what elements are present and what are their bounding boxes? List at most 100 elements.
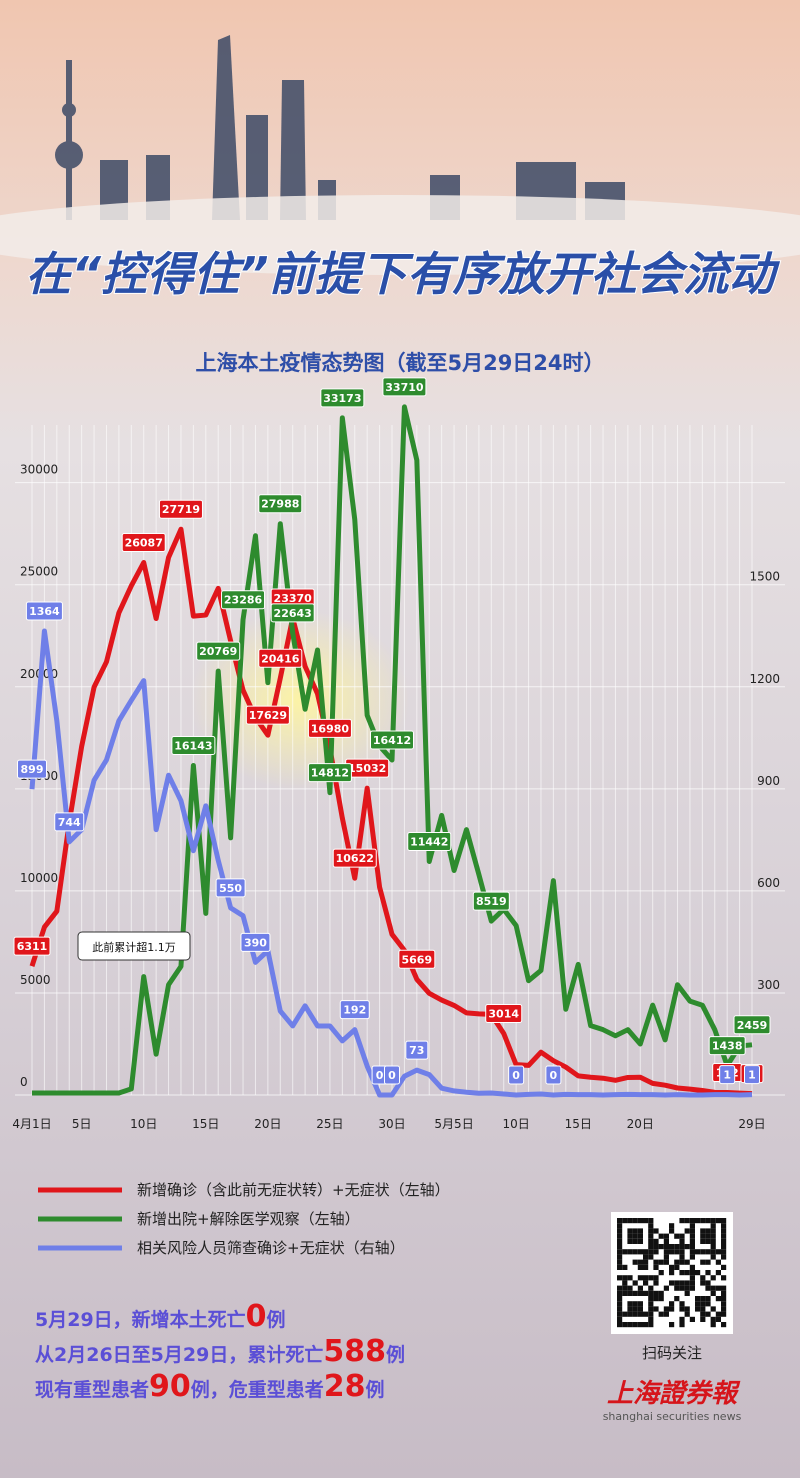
qr-cell — [617, 1218, 623, 1224]
qr-cell — [622, 1249, 628, 1255]
qr-cell — [721, 1275, 727, 1281]
qr-cell — [632, 1218, 638, 1224]
y2-tick-label: 1500 — [749, 570, 780, 584]
qr-cell — [622, 1264, 628, 1270]
label-box — [405, 1040, 429, 1060]
qr-cell — [710, 1316, 716, 1322]
chart-title: 在“控得住”前提下有序放开社会流动 — [25, 247, 780, 301]
qr-cell — [648, 1285, 654, 1291]
label-box — [258, 494, 303, 514]
value-label: 23286 — [224, 594, 263, 607]
qr-cell — [679, 1244, 685, 1250]
qr-cell — [679, 1270, 685, 1276]
qr-cell — [705, 1228, 711, 1234]
chart-subtitle: 上海本土疫情态势图（截至5月29日24时） — [195, 351, 604, 375]
qr-cell — [679, 1254, 685, 1260]
qr-cell — [710, 1254, 716, 1260]
qr-cell — [674, 1259, 680, 1265]
label-box — [25, 601, 63, 621]
qr-cell — [658, 1259, 664, 1265]
qr-cell — [643, 1311, 649, 1317]
qr-cell — [679, 1316, 685, 1322]
qr-cell — [622, 1290, 628, 1296]
qr-cell — [653, 1244, 659, 1250]
qr-cell — [695, 1296, 701, 1302]
qr-cell — [721, 1223, 727, 1229]
qr-cell — [648, 1254, 654, 1260]
value-label: 744 — [58, 816, 81, 829]
qr-cell — [617, 1228, 623, 1234]
value-label: 390 — [244, 936, 267, 949]
label-box — [370, 730, 414, 750]
qr-cell — [721, 1306, 727, 1312]
qr-cell — [658, 1296, 664, 1302]
qr-cell — [710, 1275, 716, 1281]
label-box — [196, 641, 241, 661]
qr-cell — [617, 1249, 623, 1255]
qr-cell — [632, 1238, 638, 1244]
qr-cell — [721, 1285, 727, 1291]
qr-cell — [674, 1233, 680, 1239]
note-line: 5月29日，新增本土死亡0例 — [35, 1299, 286, 1334]
qr-cell — [653, 1259, 659, 1265]
note-text: 5月29日，新增本土死亡 — [35, 1308, 246, 1331]
qr-cell — [617, 1223, 623, 1229]
value-label: 33173 — [323, 392, 361, 405]
qr-cell — [721, 1228, 727, 1234]
qr-cell — [721, 1322, 727, 1328]
qr-cell — [669, 1249, 675, 1255]
qr-cell — [669, 1270, 675, 1276]
qr-cell — [663, 1254, 669, 1260]
y2-tick-label: 1200 — [749, 672, 780, 686]
qr-cell — [627, 1238, 633, 1244]
qr-cell — [679, 1306, 685, 1312]
value-label: 1 — [748, 1069, 756, 1082]
qr-cell — [637, 1264, 643, 1270]
qr-cell — [715, 1259, 721, 1265]
qr-cell — [669, 1322, 675, 1328]
series-line — [29, 526, 753, 1097]
qr-cell — [684, 1311, 690, 1317]
qr-cell — [705, 1238, 711, 1244]
annotation: 此前累计超1.1万 — [92, 940, 176, 954]
qr-cell — [663, 1249, 669, 1255]
qr-cell — [617, 1254, 623, 1260]
value-label: 16143 — [174, 739, 212, 752]
qr-cell — [648, 1316, 654, 1322]
qr-cell — [632, 1322, 638, 1328]
qr-cell — [700, 1306, 706, 1312]
qr-cell — [721, 1254, 727, 1260]
qr-cell — [700, 1238, 706, 1244]
qr-cell — [637, 1311, 643, 1317]
series-line — [32, 404, 753, 1096]
note-line: 从2月26日至5月29日，累计死亡588例 — [35, 1334, 405, 1369]
mist — [0, 195, 800, 275]
qr-cell — [648, 1228, 654, 1234]
qr-cell — [637, 1290, 643, 1296]
qr-cell — [669, 1228, 675, 1234]
qr-cell — [658, 1270, 664, 1276]
qr-cell — [627, 1306, 633, 1312]
qr-cell — [627, 1311, 633, 1317]
qr-cell — [617, 1264, 623, 1270]
qr-cell — [648, 1311, 654, 1317]
qr-cell — [637, 1275, 643, 1281]
qr-cell — [705, 1285, 711, 1291]
qr-cell — [679, 1233, 685, 1239]
label-box — [245, 705, 290, 725]
value-label: 16980 — [311, 722, 350, 735]
label-box — [13, 936, 51, 956]
qr-cell — [617, 1285, 623, 1291]
qr-cell — [679, 1249, 685, 1255]
label-box — [258, 648, 303, 668]
qr-cell — [679, 1301, 685, 1307]
label-box — [384, 1065, 400, 1085]
value-label: 1 — [723, 1069, 731, 1082]
qr-cell — [653, 1228, 659, 1234]
value-label: 11442 — [410, 835, 448, 848]
qr-cell — [663, 1244, 669, 1250]
label-box — [121, 533, 166, 553]
y-tick-label: 25000 — [20, 565, 58, 579]
x-tick-label: 4月1日 — [12, 1117, 51, 1131]
